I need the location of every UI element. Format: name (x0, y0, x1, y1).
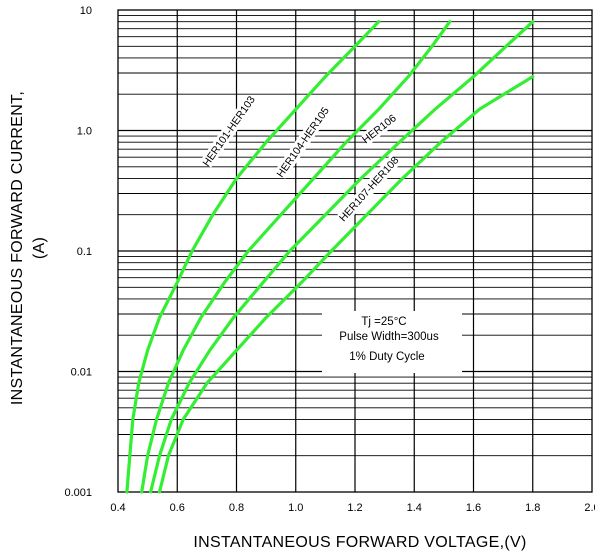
y-tick-label: 0.1 (77, 246, 92, 258)
conditions-annotation: Tj =25°C Pulse Width=300us 1% Duty Cycle (322, 311, 462, 373)
x-tick-label: 0.6 (170, 502, 185, 514)
x-tick-label: 0.8 (229, 502, 244, 514)
series-label-3: HER106 (360, 112, 399, 146)
x-tick-label: 2.0 (584, 502, 595, 514)
series-line-2 (140, 20, 452, 494)
annotation-duty-cycle: 1% Duty Cycle (349, 351, 424, 363)
y-axis-title-line2: (A) (31, 237, 48, 259)
x-tick-label: 1.4 (407, 502, 422, 514)
x-tick-label: 1.8 (525, 502, 540, 514)
x-tick-label: 1.0 (288, 502, 303, 514)
x-tick-label: 1.2 (347, 502, 362, 514)
annotation-background (322, 311, 462, 373)
annotation-temperature: Tj =25°C (361, 316, 406, 328)
y-axis-title-line1: INSTANTANEOUS FORWARD CURRENT, (9, 91, 26, 405)
curves (125, 20, 535, 494)
y-tick-label: 10 (80, 5, 92, 17)
series-line-4 (157, 75, 535, 494)
annotation-pulse-width: Pulse Width=300us (339, 331, 439, 343)
y-tick-label: 1.0 (77, 126, 92, 138)
x-tick-label: 1.6 (466, 502, 481, 514)
plot-frame (117, 9, 593, 493)
curve-label-her106: HER106 (360, 112, 399, 146)
y-tick-label: 0.001 (64, 487, 92, 499)
series-line-3 (149, 20, 535, 494)
series-line-1 (125, 20, 381, 494)
x-tick-label: 0.4 (110, 502, 125, 514)
y-tick-label: 0.01 (71, 367, 92, 379)
x-axis-title: INSTANTANEOUS FORWARD VOLTAGE,(V) (193, 534, 526, 551)
tick-labels: 0.4 0.6 0.8 1.0 1.2 1.4 1.6 1.8 2.0 0.001 0.01 0.1 1… (64, 5, 595, 514)
